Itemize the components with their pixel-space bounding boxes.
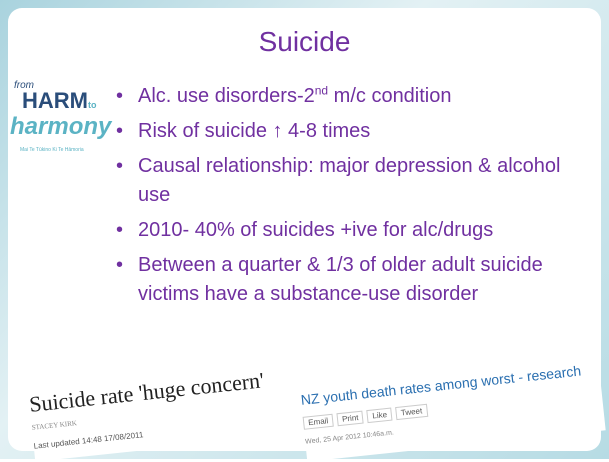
bullet: Alc. use disorders-2nd m/c condition: [116, 82, 596, 111]
logo-harm: HARM: [22, 88, 88, 113]
share-button: Print: [336, 411, 364, 427]
slide: from HARMto harmony Mai Te Tūkino Ki Te …: [0, 0, 609, 459]
bullet-text: Alc. use disorders-2: [138, 85, 315, 107]
bullet: Between a quarter & 1/3 of older adult s…: [116, 251, 596, 309]
share-button: Email: [303, 414, 334, 430]
superscript: nd: [315, 83, 328, 97]
bullet: 2010- 40% of suicides +ive for alc/drugs: [116, 216, 596, 245]
bullet: Causal relationship: major depression & …: [116, 152, 596, 210]
logo: from HARMto harmony Mai Te Tūkino Ki Te …: [10, 80, 120, 153]
share-button: Like: [367, 408, 393, 424]
logo-to: to: [88, 100, 97, 110]
bullet-text: m/c condition: [328, 85, 451, 107]
logo-harmony: harmony: [10, 115, 120, 139]
bullet-list: Alc. use disorders-2nd m/c condition Ris…: [116, 82, 596, 315]
title: Suicide: [0, 26, 609, 58]
logo-tagline: Mai Te Tūkino Ki Te Hāmoria: [20, 147, 120, 153]
share-button: Tweet: [395, 404, 428, 420]
bullet: Risk of suicide ↑ 4-8 times: [116, 117, 596, 146]
